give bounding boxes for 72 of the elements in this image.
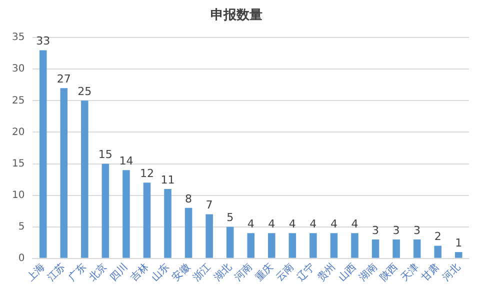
bar [102,164,110,258]
data-label: 4 [330,218,338,230]
x-tick-label: 山西 [336,261,359,284]
bar [351,233,358,258]
x-tick-label: 辽宁 [294,261,318,284]
data-label: 33 [36,34,50,48]
bar [39,50,47,258]
data-label: 7 [206,198,213,212]
data-label: 4 [310,218,317,230]
x-tick-label: 天津 [398,261,422,284]
x-tick-label: 河南 [232,261,255,284]
bar [330,233,338,258]
x-tick-label: 湖南 [356,261,380,284]
bar [247,233,254,258]
data-label: 4 [247,218,254,230]
bar [392,239,400,258]
data-label: 3 [414,224,421,237]
bar [288,233,296,258]
x-tick-label: 安徽 [170,261,192,284]
x-tick-label: 四川 [108,261,130,284]
data-label: 4 [268,218,276,230]
y-tick-label: 20 [12,126,25,138]
bar [184,208,192,258]
bar [268,233,276,258]
y-tick-label: 15 [12,158,25,170]
x-tick-label: 湖北 [211,261,234,284]
data-label: 5 [226,211,234,224]
data-label: 25 [78,85,92,98]
data-label: 11 [160,173,175,186]
bar [434,246,442,258]
bar [81,100,88,258]
x-tick-label: 河北 [440,261,463,284]
bar [413,239,421,258]
x-tick-label: 云南 [274,261,296,284]
data-label: 1 [455,236,462,250]
x-tick-label: 上海 [24,261,48,284]
chart-title: 申报数量 [210,8,262,24]
y-tick-label: 35 [12,32,25,44]
data-label: 14 [119,154,134,168]
x-tick-label: 贵州 [315,261,338,284]
bar [226,226,234,258]
bar [310,233,317,258]
data-label: 15 [98,148,112,162]
data-label: 12 [140,167,154,180]
bar [60,88,68,258]
y-tick-label: 0 [18,252,25,264]
x-tick-label: 山东 [149,261,172,284]
y-tick-label: 25 [12,95,25,106]
bar [122,170,130,258]
x-tick-label: 甘肃 [419,261,442,284]
y-tick-label: 10 [12,190,25,201]
x-tick-label: 江苏 [45,261,68,284]
bar [143,182,151,258]
y-tick-label: 5 [18,221,25,232]
x-tick-label: 陕西 [378,261,400,284]
data-label: 2 [434,230,442,244]
bar [372,239,380,258]
x-tick-label: 吉林 [128,261,151,284]
y-tick-label: 30 [12,64,25,75]
data-label: 3 [392,224,400,237]
bar [454,252,462,258]
x-tick-label: 广东 [66,261,89,284]
data-label: 27 [56,72,71,86]
bar [206,214,213,258]
data-label: 3 [372,224,380,237]
x-tick-label: 浙江 [190,261,214,284]
data-label: 4 [351,218,358,230]
x-tick-label: 北京 [86,261,110,284]
x-tick-label: 重庆 [252,261,276,284]
bar [164,188,172,258]
data-label: 8 [185,192,192,206]
data-label: 4 [288,218,296,230]
